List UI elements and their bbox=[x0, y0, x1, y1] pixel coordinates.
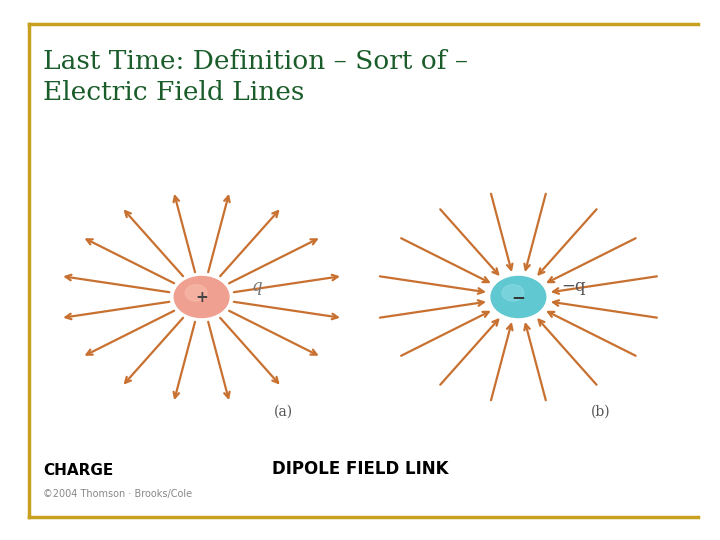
Text: −: − bbox=[511, 288, 526, 306]
Text: CHARGE: CHARGE bbox=[43, 463, 114, 478]
Text: +: + bbox=[195, 289, 208, 305]
Text: Last Time: Definition – Sort of –
Electric Field Lines: Last Time: Definition – Sort of – Electr… bbox=[43, 49, 468, 105]
Circle shape bbox=[491, 276, 546, 318]
Circle shape bbox=[502, 285, 524, 301]
Text: ©2004 Thomson · Brooks/Cole: ©2004 Thomson · Brooks/Cole bbox=[43, 489, 192, 500]
Circle shape bbox=[174, 276, 229, 318]
Text: (a): (a) bbox=[274, 405, 293, 419]
Text: DIPOLE FIELD LINK: DIPOLE FIELD LINK bbox=[271, 460, 449, 478]
Text: (b): (b) bbox=[590, 405, 610, 419]
Text: q: q bbox=[252, 278, 263, 295]
Circle shape bbox=[185, 285, 207, 301]
Text: −q: −q bbox=[562, 278, 586, 295]
